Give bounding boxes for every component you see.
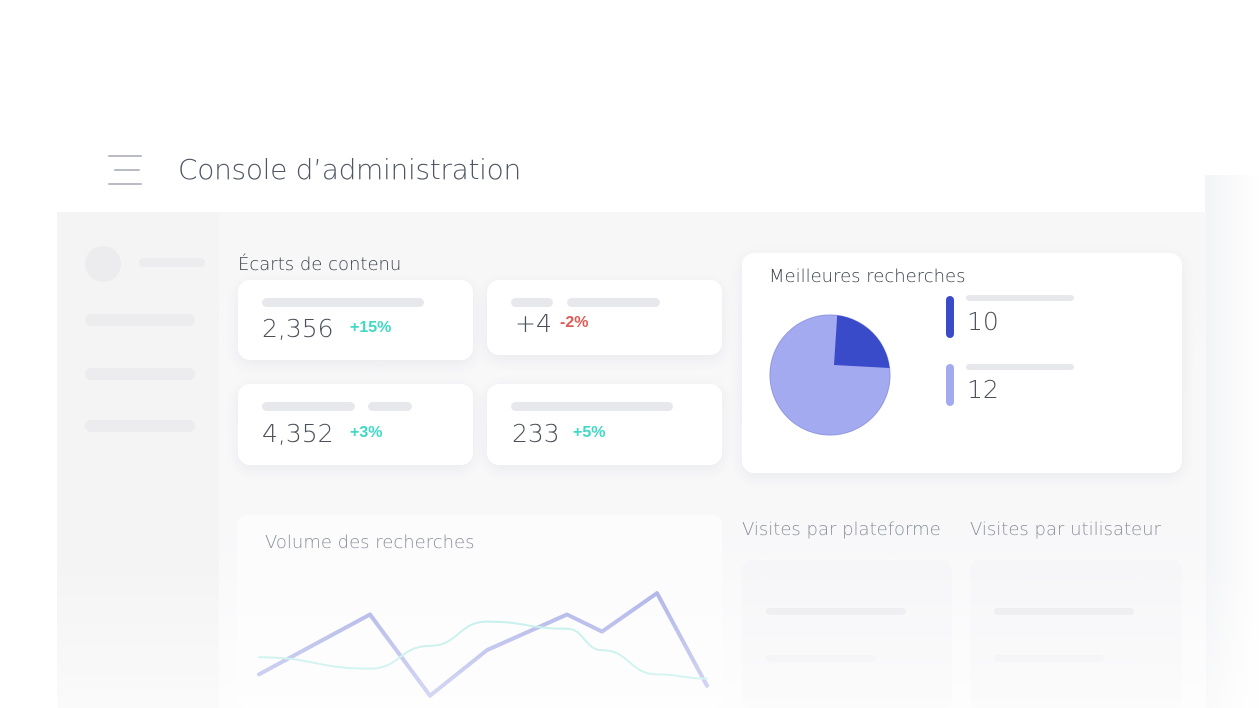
metric-value: +4 (515, 309, 552, 338)
legend-swatch-light (946, 364, 954, 406)
visits-platform-title: Visites par plateforme (742, 519, 941, 540)
sidebar-item-placeholder[interactable] (85, 314, 195, 326)
top-searches-card: Meilleures recherches 10 12 (742, 253, 1182, 473)
pie-slice-dark[interactable] (834, 315, 890, 369)
page-title: Console d’administration (178, 153, 521, 186)
visits-user-card (970, 560, 1182, 708)
metric-card[interactable]: +4 -2% (487, 280, 722, 355)
top-searches-pie-chart (769, 314, 891, 436)
search-volume-line-chart (257, 591, 709, 698)
sidebar (57, 212, 219, 708)
content-gaps-title: Écarts de contenu (238, 254, 402, 275)
search-volume-card: Volume des recherches (237, 515, 722, 708)
metric-card[interactable]: 2,356 +15% (238, 280, 473, 360)
sidebar-item-placeholder[interactable] (85, 368, 195, 380)
background-shade (1205, 175, 1260, 708)
visits-platform-card (742, 560, 952, 708)
legend-value: 12 (967, 375, 999, 404)
metric-delta: +5% (573, 424, 606, 441)
metric-delta: +3% (350, 424, 383, 441)
line-series-secondary (258, 620, 708, 680)
metric-value: 4,352 (262, 419, 334, 448)
line-series-primary (257, 591, 709, 698)
metric-value: 2,356 (262, 314, 334, 343)
search-volume-title: Volume des recherches (265, 532, 475, 553)
sidebar-item-placeholder[interactable] (139, 258, 205, 267)
metric-value: 233 (512, 419, 560, 448)
sidebar-item-placeholder[interactable] (85, 420, 195, 432)
top-searches-title: Meilleures recherches (769, 266, 966, 287)
legend-value: 10 (967, 307, 999, 336)
metric-delta: -2% (560, 314, 589, 331)
hamburger-menu-icon[interactable] (108, 155, 142, 187)
metric-card[interactable]: 233 +5% (487, 384, 722, 465)
metric-delta: +15% (350, 319, 392, 336)
visits-user-title: Visites par utilisateur (970, 519, 1161, 540)
legend-swatch-dark (946, 296, 954, 338)
avatar[interactable] (85, 246, 121, 282)
metric-card[interactable]: 4,352 +3% (238, 384, 473, 465)
